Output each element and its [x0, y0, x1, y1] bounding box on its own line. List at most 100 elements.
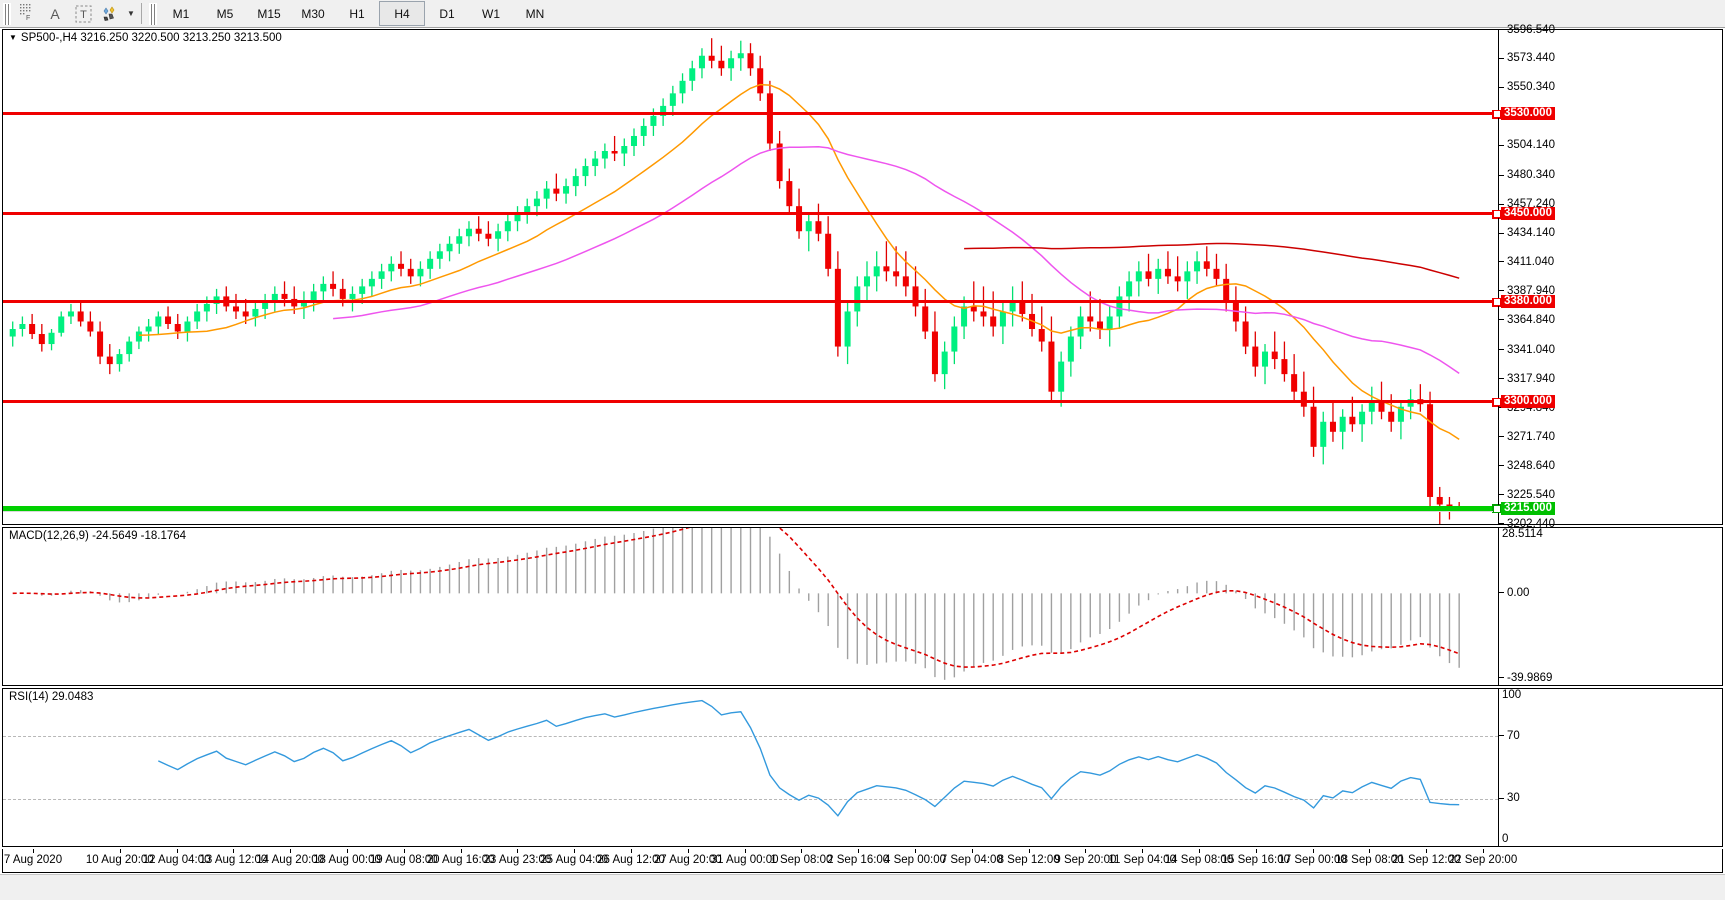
rsi-indicator-pane[interactable]: RSI(14) 29.0483 100 70 30 0 — [2, 688, 1723, 847]
price-level-tag-3530-000[interactable]: 3530.000 — [1493, 106, 1555, 120]
timeframe-d1[interactable]: D1 — [439, 6, 455, 21]
price-chart-pane[interactable]: 多空转折点3215 ▼SP500-,H4 3216.250 3220.500 3… — [2, 24, 1723, 530]
macd-axis[interactable]: 28.5114 0.00 -39.9869 — [1499, 528, 1723, 685]
price-tick: 3480.340 — [1499, 169, 1555, 182]
timeframe-m5[interactable]: M5 — [216, 6, 234, 21]
text-box-glyph: T — [75, 5, 91, 22]
time-tick-label: 19 Aug 08:00 — [369, 854, 438, 866]
text-label-icon[interactable]: A — [41, 2, 69, 25]
symbol-info-text: SP500-,H4 3216.250 3220.500 3213.250 321… — [20, 32, 282, 44]
time-tick-label: 22 Sep 20:00 — [1448, 854, 1518, 866]
price-level-tag-3450-000[interactable]: 3450.000 — [1493, 207, 1555, 221]
time-tick-mark — [915, 849, 916, 853]
price-tick: 3248.640 — [1499, 460, 1555, 473]
time-tick-mark — [1142, 849, 1144, 853]
svg-text:F: F — [26, 15, 30, 20]
rsi-plot-area[interactable] — [3, 689, 1722, 846]
symbol-collapse-arrow[interactable]: ▼ — [9, 33, 17, 43]
rsi-tick: 30 — [1499, 792, 1520, 805]
price-level-tag-3215-000[interactable]: 3215.000 — [1493, 501, 1555, 515]
toolbar-grip-1[interactable] — [3, 2, 11, 25]
time-tick-label: 27 Aug 20:00 — [653, 854, 722, 866]
macd-tick: 28.5114 — [1502, 528, 1543, 540]
time-tick-label: 11 Sep 04:00 — [1108, 854, 1176, 866]
level-line-3450-000[interactable] — [3, 210, 1501, 220]
time-tick-mark — [33, 849, 34, 853]
time-tick-mark — [347, 849, 348, 853]
time-tick-label: 12 Aug 04:00 — [142, 854, 211, 866]
timeframe-h1[interactable]: H1 — [349, 6, 365, 21]
price-tick: 3504.140 — [1499, 139, 1555, 152]
timeframe-m30[interactable]: M30 — [301, 6, 325, 21]
time-tick-label: 31 Aug 00:00 — [710, 854, 779, 866]
toolbar-grip-2[interactable] — [149, 2, 157, 25]
time-tick-mark — [858, 849, 860, 853]
time-tick-label: 18 Aug 00:00 — [313, 854, 381, 866]
price-axis[interactable]: 3596.5403573.4403550.3403527.2403504.140… — [1493, 24, 1723, 530]
price-tick: 3341.040 — [1499, 344, 1555, 357]
rsi-line — [158, 699, 1460, 817]
price-tick: 3364.840 — [1499, 314, 1555, 327]
time-tick-mark — [119, 849, 121, 853]
time-tick-label: 13 Aug 12:00 — [199, 854, 268, 866]
level-line-3215-000[interactable] — [3, 503, 1501, 513]
time-tick-mark — [176, 849, 178, 853]
time-tick-mark — [1255, 849, 1257, 853]
ma-line — [138, 83, 1460, 441]
macd-tick: 0.00 — [1499, 587, 1529, 600]
price-level-tag-3380-000[interactable]: 3380.000 — [1493, 294, 1555, 308]
time-tick-mark — [1312, 849, 1314, 853]
level-shadow-line — [3, 511, 1498, 513]
price-plot-area[interactable]: 多空转折点3215 — [3, 30, 1722, 524]
time-tick-label: 14 Sep 08:00 — [1164, 854, 1234, 866]
time-tick-label: 23 Aug 23:00 — [483, 854, 552, 866]
level-line-3380-000[interactable] — [3, 297, 1501, 307]
crosshair-f-icon[interactable]: F — [13, 2, 41, 25]
timeframe-w1[interactable]: W1 — [482, 6, 500, 21]
time-tick-label: 4 Sep 00:00 — [883, 854, 947, 866]
macd-scale-divider — [1498, 528, 1499, 685]
time-tick-mark — [1426, 849, 1428, 853]
rsi-tick: 0 — [1502, 833, 1509, 845]
macd-tick: -39.9869 — [1499, 672, 1552, 685]
macd-plot-area[interactable] — [3, 528, 1722, 685]
objects-icon[interactable] — [97, 2, 125, 25]
timeframe-h4[interactable]: H4 — [379, 1, 425, 26]
price-scale-divider — [1498, 30, 1499, 524]
macd-label: MACD(12,26,9) -24.5649 -18.1764 — [8, 530, 188, 542]
ma-line — [964, 242, 1460, 279]
macd-indicator-pane[interactable]: MACD(12,26,9) -24.5649 -18.1764 28.5114 0… — [2, 527, 1723, 686]
time-tick-mark — [801, 849, 803, 853]
symbol-info-label: ▼ SP500-,H4 3216.250 3220.500 3213.250 32… — [8, 32, 283, 44]
timeframe-m15[interactable]: M15 — [257, 6, 281, 21]
main-toolbar: F A T ▼ M1 M5 M15 M30 H1 H4 D1 W1 MN — [0, 0, 1725, 28]
price-series-layer — [9, 38, 1463, 524]
time-tick-mark — [1085, 849, 1087, 853]
timeframe-m1[interactable]: M1 — [172, 6, 190, 21]
level-line-3300-000[interactable] — [3, 398, 1501, 408]
price-level-tag-3300-000[interactable]: 3300.000 — [1493, 395, 1555, 409]
objects-dropdown-arrow[interactable]: ▼ — [127, 9, 135, 18]
objects-glyph — [103, 5, 115, 21]
timeframe-mn[interactable]: MN — [525, 6, 545, 21]
time-tick-label: 7 Aug 2020 — [3, 854, 63, 866]
rsi-level-30 — [3, 798, 1498, 800]
price-tick: 3271.740 — [1499, 431, 1555, 444]
rsi-axis[interactable]: 100 70 30 0 — [1499, 689, 1723, 846]
time-tick-mark — [1369, 849, 1371, 853]
time-tick-label: 9 Sep 20:00 — [1054, 854, 1117, 866]
price-tick: 3387.940 — [1499, 285, 1555, 298]
text-box-icon[interactable]: T — [69, 2, 97, 25]
time-tick-label: 8 Sep 12:00 — [997, 854, 1060, 866]
time-tick-label: 17 Sep 00:00 — [1278, 854, 1347, 866]
price-tick: 3317.940 — [1499, 373, 1555, 386]
rsi-scale-divider — [1498, 689, 1499, 846]
price-tick: 3596.540 — [1499, 24, 1555, 37]
rsi-tick: 70 — [1499, 730, 1520, 743]
time-tick-mark — [403, 849, 405, 853]
level-line-3530-000[interactable] — [3, 109, 1501, 119]
time-tick-label: 25 Aug 04:00 — [540, 854, 609, 866]
macd-series-layer — [12, 528, 1460, 680]
price-tick: 3225.540 — [1499, 489, 1555, 502]
time-axis[interactable]: 7 Aug 2020 10 Aug 20:00 12 Aug 04:00 13 Aug… — [2, 849, 1723, 873]
